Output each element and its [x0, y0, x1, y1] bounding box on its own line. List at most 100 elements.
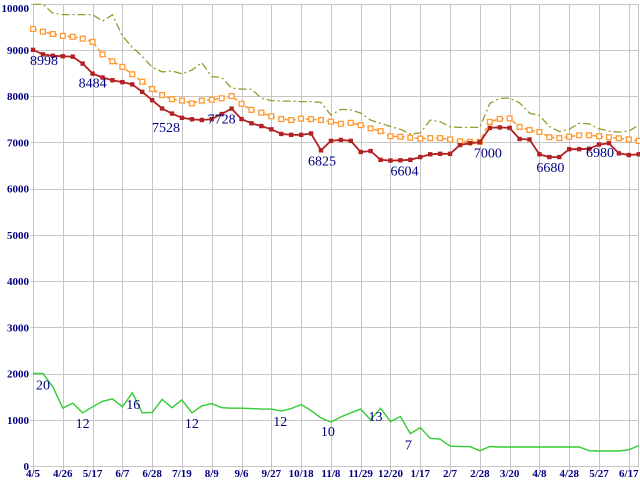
- data-point-marker: [517, 136, 522, 142]
- data-point-marker: [139, 78, 146, 85]
- data-point-marker: [239, 116, 244, 122]
- data-point-marker: [388, 158, 393, 163]
- data-point-marker: [536, 128, 543, 136]
- data-point-marker: [595, 133, 603, 140]
- data-point-marker: [258, 109, 265, 116]
- data-point-marker: [208, 96, 215, 103]
- data-point-marker: [367, 125, 374, 132]
- data-point-marker: [506, 115, 513, 122]
- data-point-marker: [377, 128, 384, 135]
- point-value-label: 6680: [536, 161, 564, 176]
- data-point-marker: [159, 106, 165, 111]
- data-point-marker: [616, 151, 622, 156]
- data-point-marker: [120, 79, 125, 85]
- point-value-label: 7000: [474, 146, 502, 161]
- data-point-marker: [318, 148, 324, 153]
- data-point-marker: [100, 75, 105, 80]
- data-point-marker: [298, 132, 304, 138]
- data-point-marker: [109, 58, 116, 65]
- x-tick-label: 10/18: [289, 468, 315, 480]
- point-value-label: 6980: [586, 146, 614, 161]
- y-tick-label: 3000: [7, 322, 30, 334]
- data-point-marker: [198, 97, 205, 104]
- data-point-marker: [418, 154, 423, 160]
- data-point-marker: [307, 116, 315, 123]
- x-tick-label: 9/6: [234, 468, 249, 480]
- data-point-marker: [278, 116, 285, 123]
- point-value-label: 8998: [30, 54, 58, 69]
- data-point-marker: [40, 52, 46, 57]
- data-point-marker: [467, 140, 473, 146]
- data-point-marker: [149, 97, 155, 103]
- point-value-label: 6604: [390, 165, 418, 180]
- data-point-marker: [30, 47, 36, 53]
- data-point-marker: [129, 71, 136, 78]
- data-point-marker: [338, 137, 344, 143]
- data-point-marker: [457, 142, 463, 148]
- x-tick-label: 5/27: [589, 468, 609, 480]
- data-point-marker: [626, 152, 631, 158]
- y-tick-label: 9000: [7, 45, 30, 57]
- data-point-marker: [327, 118, 334, 125]
- data-point-marker: [447, 136, 454, 143]
- data-point-marker: [368, 148, 373, 154]
- data-point-marker: [605, 134, 612, 141]
- data-point-marker: [259, 123, 264, 129]
- data-point-marker: [576, 146, 582, 152]
- data-point-marker: [596, 142, 602, 147]
- series-low-markers: [30, 47, 640, 163]
- y-tick-label: 6000: [7, 184, 30, 196]
- data-point-marker: [407, 134, 414, 141]
- data-point-marker: [209, 116, 214, 122]
- data-point-marker: [288, 117, 295, 124]
- data-point-marker: [358, 149, 363, 155]
- point-value-label: 13: [369, 410, 383, 425]
- x-tick-label: 5/17: [83, 468, 103, 480]
- data-point-marker: [586, 132, 593, 139]
- point-value-label: 8484: [79, 77, 107, 92]
- data-point-marker: [80, 61, 85, 66]
- x-tick-label: 11/29: [348, 468, 373, 480]
- data-point-marker: [249, 121, 254, 126]
- data-point-marker: [546, 134, 553, 141]
- data-point-marker: [238, 100, 245, 107]
- data-point-marker: [279, 131, 284, 137]
- data-point-marker: [408, 157, 413, 163]
- x-tick-label: 6/17: [619, 468, 639, 480]
- data-point-marker: [188, 100, 195, 107]
- point-value-label: 7728: [208, 113, 236, 128]
- data-point-marker: [625, 136, 632, 143]
- data-point-marker: [328, 138, 334, 144]
- data-point-marker: [567, 146, 572, 152]
- data-point-marker: [477, 140, 483, 145]
- x-tick-label: 4/8: [532, 468, 547, 480]
- point-value-label: 12: [273, 415, 287, 430]
- data-point-marker: [635, 137, 640, 144]
- y-tick-label: 1000: [7, 415, 30, 427]
- data-point-marker: [566, 133, 573, 140]
- data-point-marker: [347, 119, 354, 126]
- data-point-marker: [248, 106, 255, 113]
- data-point-marker: [179, 115, 185, 121]
- data-point-marker: [169, 111, 175, 116]
- point-value-label: 12: [185, 417, 199, 432]
- data-point-marker: [427, 135, 434, 142]
- data-point-marker: [110, 78, 115, 83]
- data-point-marker: [89, 38, 96, 45]
- data-point-marker: [586, 146, 592, 151]
- data-point-marker: [159, 92, 166, 99]
- data-point-marker: [50, 53, 56, 58]
- data-point-marker: [199, 117, 205, 123]
- data-point-marker: [537, 152, 542, 157]
- data-point-marker: [547, 154, 552, 160]
- point-value-label: 12: [76, 417, 90, 432]
- data-point-marker: [149, 86, 156, 93]
- data-point-marker: [527, 137, 532, 142]
- data-point-marker: [79, 35, 86, 42]
- y-tick-label: 2000: [7, 369, 30, 381]
- data-point-marker: [269, 127, 274, 132]
- data-point-marker: [557, 154, 562, 160]
- data-point-marker: [228, 92, 235, 100]
